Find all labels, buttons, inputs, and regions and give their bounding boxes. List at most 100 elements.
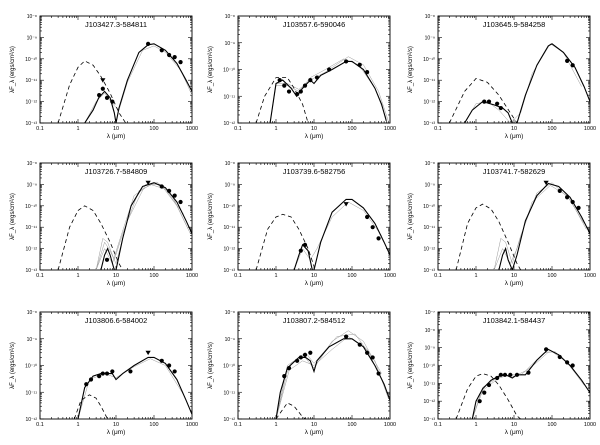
y-tick-label: 10⁻⁹ [225, 337, 235, 343]
x-tick-label: 0.1 [434, 126, 442, 132]
data-point [302, 352, 308, 357]
x-axis-label: λ (μm) [505, 133, 524, 140]
y-tick-label: 10⁻⁸ [27, 310, 37, 316]
best-fit-curve [275, 338, 390, 419]
data-point [97, 93, 102, 98]
best-fit-curve [100, 182, 192, 270]
x-tick-label: 1 [76, 422, 79, 428]
x-tick-label: 1 [76, 273, 79, 279]
stellar-photosphere-curve [455, 203, 522, 270]
data-point [172, 193, 177, 198]
plot-frame [437, 311, 591, 420]
data-point [370, 355, 375, 360]
data-point [498, 372, 503, 377]
data-point [167, 188, 172, 193]
stellar-photosphere-curve [57, 60, 127, 123]
data-point [104, 257, 110, 262]
data-point [146, 41, 151, 46]
sed-panel: J103427.3-584811 0.1 1 10 100 1000 10⁻⁸ 10⁻⁹ 10⁻… [10, 14, 198, 140]
x-axis-label: λ (μm) [305, 280, 324, 287]
stellar-photosphere-curve [73, 394, 108, 419]
x-tick-label: 10 [311, 273, 317, 279]
upper-limit-marker [100, 78, 106, 83]
alt-model-fit-curve [275, 333, 389, 419]
y-tick-label: 10⁻¹⁰ [25, 204, 37, 210]
data-point [298, 248, 303, 253]
data-point [172, 369, 177, 374]
data-point [376, 371, 381, 376]
y-axis-label: λF_λ (ergs/cm²/s) [408, 342, 414, 389]
y-tick-label: 10⁻¹¹ [25, 225, 37, 231]
x-tick-label: 1000 [384, 422, 396, 428]
sed-panel: J103842.1-584437 0.1 1 10 100 1000 10⁻⁷ 10⁻⁸ 10⁻… [408, 310, 596, 436]
data-point [344, 59, 349, 64]
data-point [302, 242, 308, 247]
data-point [282, 374, 287, 379]
y-tick-label: 10⁻¹² [223, 121, 235, 127]
y-tick-label: 10⁻¹³ [223, 268, 235, 274]
sed-panel: J103807.2-584512 0.1 1 10 100 1000 10⁻⁸ 10⁻⁹ 10⁻… [208, 310, 396, 436]
panel-title: J103741.7-582629 [483, 167, 546, 176]
data-point [308, 78, 313, 83]
data-point [365, 69, 370, 75]
x-tick-label: 10 [511, 422, 517, 428]
data-point [97, 374, 102, 379]
data-point [100, 371, 105, 376]
x-tick-label: 1000 [384, 273, 396, 279]
y-tick-label: 10⁻¹² [25, 417, 37, 423]
panel-title: J103806.6-584002 [85, 316, 148, 325]
y-tick-label: 10⁻¹³ [423, 121, 435, 127]
y-tick-label: 10⁻¹¹ [25, 390, 37, 396]
data-point [282, 83, 287, 88]
upper-limit-marker [343, 202, 349, 207]
sed-panel: J103739.6-582756 0.1 1 10 100 1000 10⁻⁸ 10⁻⁹ 10⁻… [208, 161, 396, 287]
data-point [110, 99, 115, 104]
x-axis-label: λ (μm) [107, 429, 126, 436]
x-tick-label: 0.1 [36, 273, 44, 279]
data-point [495, 375, 500, 381]
x-tick-label: 1000 [584, 126, 596, 132]
y-tick-label: 10⁻⁸ [425, 14, 435, 20]
y-tick-label: 10⁻⁹ [225, 182, 235, 188]
y-tick-label: 10⁻¹³ [423, 268, 435, 274]
x-tick-label: 100 [547, 273, 556, 279]
y-tick-label: 10⁻¹⁰ [423, 57, 435, 63]
x-tick-label: 100 [149, 422, 158, 428]
y-tick-label: 10⁻⁹ [425, 182, 435, 188]
x-tick-label: 10 [511, 273, 517, 279]
alt-model-fit-curve [269, 58, 387, 123]
x-tick-label: 1 [274, 126, 277, 132]
plot-frame [437, 15, 591, 124]
upper-limit-marker [543, 180, 549, 186]
y-tick-label: 10⁻¹² [423, 247, 435, 253]
y-tick-label: 10⁻¹² [25, 247, 37, 253]
y-tick-label: 10⁻¹⁰ [25, 364, 37, 370]
alt-model-fit-curve [275, 330, 382, 419]
data-point [104, 95, 110, 100]
x-tick-label: 0.1 [36, 126, 44, 132]
y-tick-label: 10⁻⁸ [425, 161, 435, 167]
data-point [370, 225, 375, 230]
upper-limit-marker [145, 180, 151, 186]
y-tick-label: 10⁻¹² [223, 247, 235, 253]
y-tick-label: 10⁻¹⁰ [223, 204, 235, 210]
y-tick-label: 10⁻¹¹ [423, 78, 435, 84]
data-point [486, 99, 492, 104]
data-point [376, 236, 381, 241]
best-fit-curve [293, 198, 390, 270]
data-point [172, 55, 177, 60]
x-tick-label: 100 [149, 273, 158, 279]
sed-panel: J103645.9-584258 0.1 1 10 100 1000 10⁻⁸ 10⁻⁹ 10⁻… [408, 14, 596, 140]
x-tick-label: 100 [149, 126, 158, 132]
data-point [167, 363, 172, 368]
data-point [514, 372, 520, 377]
data-point [104, 371, 110, 376]
best-fit-curve [77, 356, 192, 419]
y-tick-label: 10⁻¹² [25, 100, 37, 106]
data-point [357, 62, 362, 67]
plot-frame [437, 162, 591, 271]
x-tick-label: 1000 [186, 126, 198, 132]
data-point [365, 214, 370, 220]
data-point [314, 75, 320, 80]
